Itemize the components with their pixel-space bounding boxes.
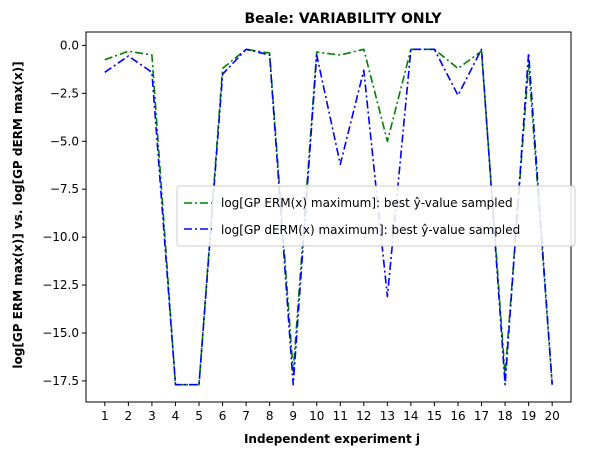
x-axis: 1 2 3 4 5 6 7 8 9 10 11 12 13 14 15 16 17 18 19 20 <box>101 402 560 423</box>
y-tick-label: −7.5 <box>50 182 79 196</box>
x-tick-label: 9 <box>289 409 297 423</box>
series-line-erm <box>104 48 553 386</box>
x-tick-label: 20 <box>545 409 560 423</box>
y-tick-label: −10.0 <box>42 230 79 244</box>
x-tick-label: 3 <box>148 409 156 423</box>
y-axis: 0.0 −2.5 −5.0 −7.5 −10.0 −12.5 −15.0 −17.5 <box>42 38 86 388</box>
legend-entry-erm: log[GP ERM(x) maximum]: best ŷ-value sam… <box>221 196 513 210</box>
legend: log[GP ERM(x) maximum]: best ŷ-value sam… <box>176 185 576 247</box>
x-tick-label: 6 <box>219 409 227 423</box>
x-tick-label: 4 <box>172 409 180 423</box>
x-tick-label: 18 <box>497 409 512 423</box>
legend-box <box>176 185 576 247</box>
y-tick-label: −12.5 <box>42 278 79 292</box>
y-tick-label: −2.5 <box>50 86 79 100</box>
x-tick-label: 15 <box>427 409 442 423</box>
x-tick-label: 13 <box>380 409 395 423</box>
x-tick-label: 1 <box>101 409 109 423</box>
x-tick-label: 7 <box>242 409 250 423</box>
x-tick-label: 14 <box>403 409 418 423</box>
series-layer <box>104 48 553 386</box>
series-line-derm <box>104 48 553 386</box>
x-tick-label: 2 <box>125 409 133 423</box>
x-tick-label: 19 <box>521 409 536 423</box>
x-tick-label: 10 <box>309 409 324 423</box>
y-tick-label: 0.0 <box>60 38 79 52</box>
x-tick-label: 5 <box>195 409 203 423</box>
y-tick-label: −17.5 <box>42 374 79 388</box>
x-tick-label: 17 <box>474 409 489 423</box>
x-tick-label: 12 <box>356 409 371 423</box>
x-tick-label: 8 <box>266 409 274 423</box>
x-tick-label: 16 <box>450 409 465 423</box>
y-tick-label: −5.0 <box>50 134 79 148</box>
x-tick-label: 11 <box>333 409 348 423</box>
x-axis-label: Independent experiment j <box>244 432 420 446</box>
chart-title: Beale: VARIABILITY ONLY <box>245 11 443 27</box>
y-tick-label: −15.0 <box>42 326 79 340</box>
y-axis-label: log[GP ERM max(x)] vs. log[GP dERM max(x… <box>11 61 25 368</box>
legend-entry-derm: log[GP dERM(x) maximum]: best ŷ-value sa… <box>221 223 520 237</box>
